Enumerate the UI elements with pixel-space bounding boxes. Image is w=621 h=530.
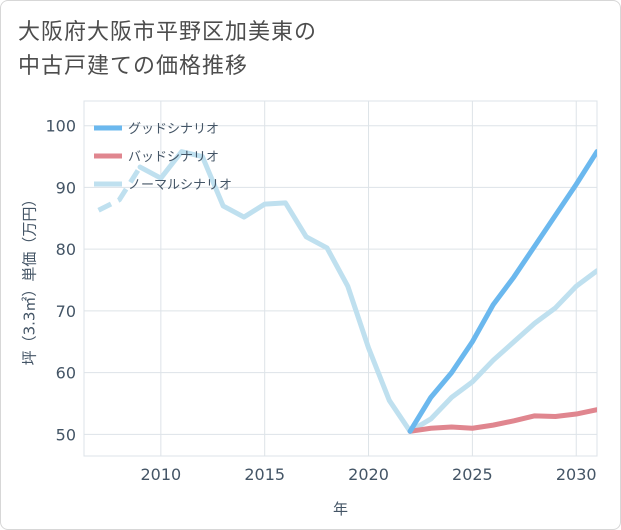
chart-title-line2: 中古戸建ての価格推移 bbox=[18, 54, 249, 79]
chart-title-line1: 大阪府大阪市平野区加美東の bbox=[18, 20, 318, 45]
legend-label: バッドシナリオ bbox=[128, 150, 219, 165]
y-tick-label: 60 bbox=[56, 364, 76, 383]
x-tick-label: 2020 bbox=[348, 465, 389, 484]
x-tick-label: 2015 bbox=[244, 465, 285, 484]
x-axis-title: 年 bbox=[333, 500, 348, 518]
x-tick-label: 2010 bbox=[140, 465, 181, 484]
y-tick-label: 70 bbox=[56, 302, 76, 321]
y-tick-label: 90 bbox=[56, 178, 76, 197]
y-tick-label: 80 bbox=[56, 240, 76, 259]
x-tick-label: 2025 bbox=[452, 465, 493, 484]
x-tick-label: 2030 bbox=[556, 465, 597, 484]
series-layer bbox=[97, 149, 597, 434]
y-tick-label: 50 bbox=[56, 425, 76, 444]
series-line-bad bbox=[407, 407, 597, 434]
series-line-normal-dashed bbox=[97, 165, 143, 213]
y-axis-title: 坪（3.3㎡）単価（万円） bbox=[21, 192, 39, 366]
legend-label: グッドシナリオ bbox=[128, 122, 219, 137]
chart-title: 大阪府大阪市平野区加美東の 中古戸建ての価格推移 bbox=[18, 16, 317, 84]
axes: 2010 2015 2020 2025 2030 50 60 70 80 90 100 bbox=[45, 117, 596, 484]
series-line-normal bbox=[137, 149, 597, 434]
grid bbox=[83, 100, 598, 457]
y-tick-label: 100 bbox=[45, 117, 76, 136]
series-line-good bbox=[407, 149, 597, 434]
legend-label: ノーマルシナリオ bbox=[128, 178, 232, 193]
plot-area bbox=[83, 100, 598, 457]
